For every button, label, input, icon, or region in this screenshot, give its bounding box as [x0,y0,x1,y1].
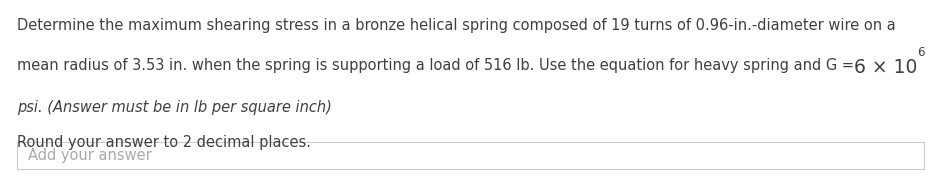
Text: Round your answer to 2 decimal places.: Round your answer to 2 decimal places. [17,135,311,150]
Text: Determine the maximum shearing stress in a bronze helical spring composed of 19 : Determine the maximum shearing stress in… [17,18,896,33]
Text: 6: 6 [918,46,925,59]
Text: mean radius of 3.53 in. when the spring is supporting a load of 516 lb. Use the : mean radius of 3.53 in. when the spring … [17,58,854,73]
Text: psi. (Answer must be in lb per square inch): psi. (Answer must be in lb per square in… [17,100,332,115]
Text: Add your answer: Add your answer [28,148,152,163]
Text: 6 × 10: 6 × 10 [854,58,918,77]
